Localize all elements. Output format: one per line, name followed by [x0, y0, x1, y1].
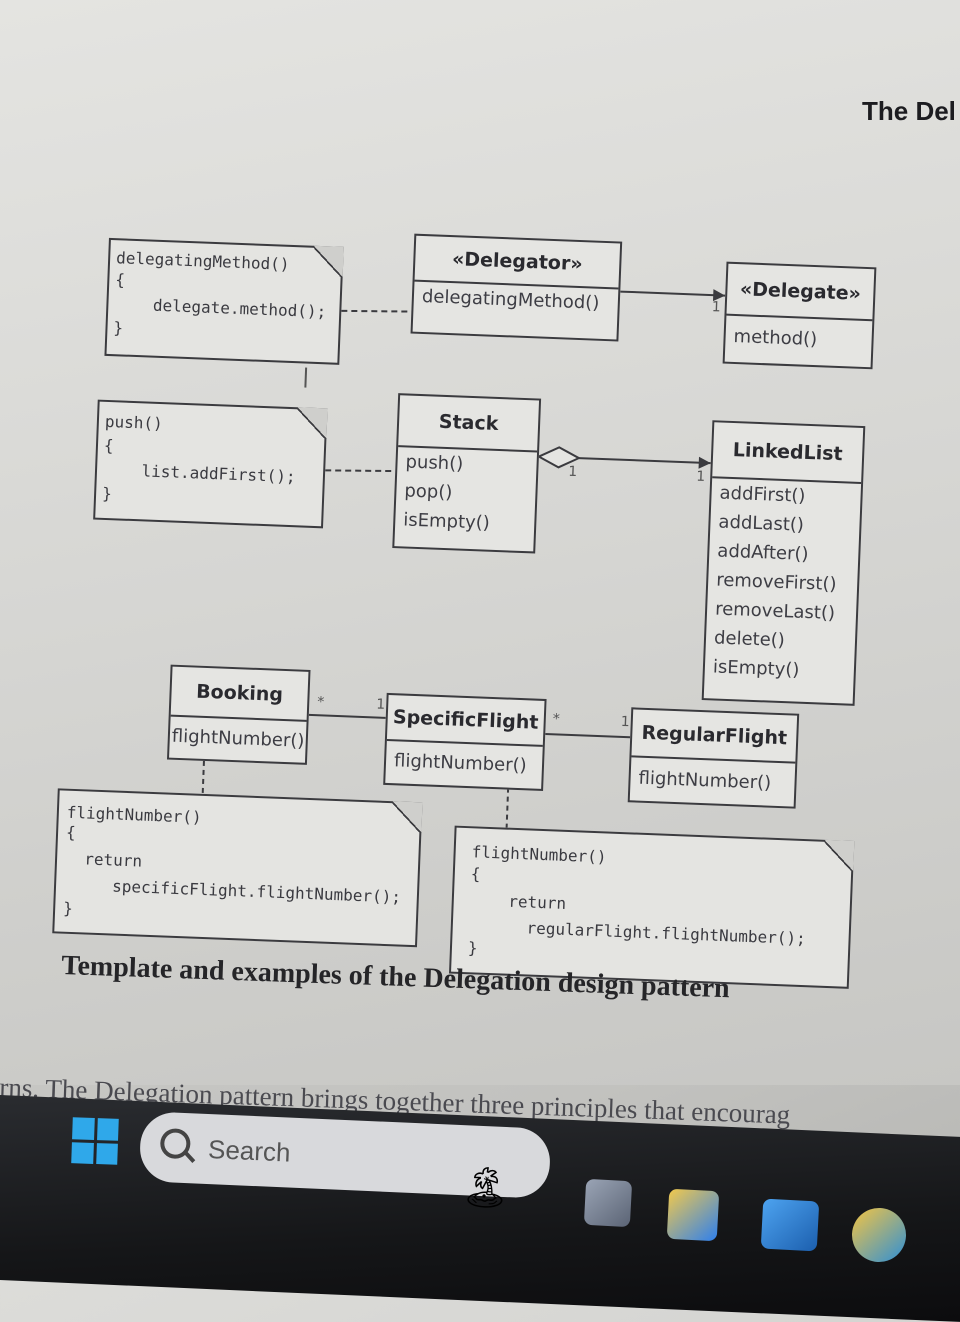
class-stack: Stack push() pop() isEmpty()	[392, 393, 542, 554]
class-stack-name: Stack	[398, 395, 540, 453]
class-delegator-name: «Delegator»	[414, 235, 621, 290]
mail-icon[interactable]	[760, 1198, 820, 1252]
class-delegate: «Delegate» method()	[722, 261, 877, 370]
multiplicity-specific-one: 1	[375, 696, 386, 713]
class-booking: Booking flightNumber()	[166, 664, 311, 765]
class-regularflight: RegularFlight flightNumber()	[627, 707, 800, 809]
multiplicity-regular: 1	[620, 713, 630, 731]
search-icon	[159, 1127, 191, 1160]
note-line: {	[470, 864, 481, 884]
note-line: }	[101, 483, 113, 504]
class-regularflight-op: flightNumber()	[638, 767, 772, 794]
windows-start-icon[interactable]	[71, 1117, 119, 1165]
class-linkedlist: LinkedList addFirst() addLast() addAfter…	[701, 420, 866, 706]
note-line: list.addFirst();	[102, 459, 296, 487]
beach-widget-icon[interactable]: 🏝	[459, 1165, 512, 1211]
search-placeholder: Search	[207, 1134, 292, 1168]
note-line: regularFlight.flightNumber();	[468, 916, 807, 949]
note-line: flightNumber()	[66, 802, 203, 827]
note-line: {	[103, 435, 114, 456]
arrowhead-linkedlist	[698, 456, 711, 469]
note-line: flightNumber()	[471, 842, 607, 867]
note-line: push()	[104, 411, 164, 434]
note-push: push() { list.addFirst(); }	[93, 399, 328, 529]
class-delegate-name: «Delegate»	[726, 263, 875, 322]
note-line: }	[113, 318, 124, 338]
arrowhead-delegate	[712, 289, 726, 302]
class-stack-op: isEmpty()	[402, 509, 491, 534]
multiplicity-delegate: 1	[711, 299, 721, 316]
assoc-delegator-delegate	[620, 290, 726, 297]
uml-diagram: delegatingMethod() { delegate.method(); …	[29, 210, 910, 1062]
class-linkedlist-name: LinkedList	[712, 422, 864, 484]
class-delegate-op: method()	[733, 325, 818, 351]
multiplicity-booking: *	[316, 694, 325, 711]
diagram-connectors	[201, 289, 726, 828]
note-line: delegatingMethod()	[115, 248, 290, 274]
note-line: }	[62, 898, 74, 919]
note-link-stack	[325, 469, 396, 473]
class-regularflight-name: RegularFlight	[631, 709, 798, 764]
assoc-specific-regular	[545, 733, 631, 739]
class-booking-name: Booking	[170, 666, 309, 722]
note-link-booking	[201, 760, 205, 796]
class-specificflight-name: SpecificFlight	[386, 694, 545, 747]
note-link-specific	[505, 787, 510, 828]
note-line: return	[64, 848, 143, 871]
note-specific-flightnumber: flightNumber() { return regularFlight.fl…	[448, 825, 855, 989]
class-specificflight-op: flightNumber()	[393, 750, 528, 777]
multiplicity-stack: 1	[568, 463, 578, 481]
note-line: {	[115, 270, 126, 290]
note-line: {	[65, 822, 77, 843]
note-line: specificFlight.flightNumber();	[63, 874, 402, 907]
assoc-booking-specific	[308, 713, 386, 719]
assoc-stack-linkedlist	[578, 457, 711, 465]
note-line: return	[469, 890, 567, 913]
note-line: }	[467, 938, 478, 958]
page-header-title: The Del	[862, 96, 956, 126]
multiplicity-specific-star: *	[552, 711, 561, 728]
class-specificflight: SpecificFlight flightNumber()	[383, 692, 547, 791]
task-view-icon[interactable]	[583, 1178, 633, 1228]
text-cursor	[304, 367, 308, 388]
note-line: delegate.method();	[114, 294, 327, 322]
class-booking-op: flightNumber()	[171, 725, 305, 752]
class-linkedlist-op: isEmpty()	[712, 656, 800, 681]
note-delegating-method: delegatingMethod() { delegate.method(); …	[104, 237, 344, 365]
note-link-delegator	[341, 309, 412, 313]
store-icon[interactable]	[666, 1188, 720, 1242]
multiplicity-linkedlist: 1	[695, 468, 706, 485]
class-delegator: «Delegator» delegatingMethod()	[410, 233, 623, 342]
note-booking-flightnumber: flightNumber() { return specificFlight.f…	[52, 788, 423, 948]
